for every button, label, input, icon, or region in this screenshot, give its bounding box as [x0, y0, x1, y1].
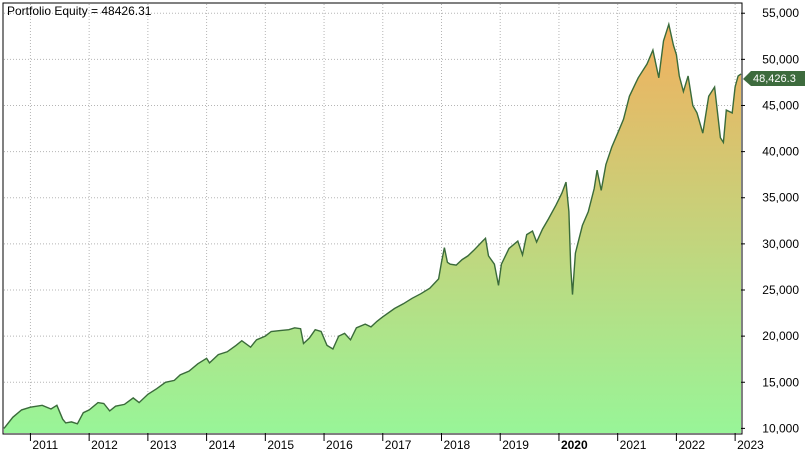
x-tick-label: 2020 [561, 438, 588, 452]
y-tick-label: 50,000 [762, 52, 799, 66]
y-tick-label: 40,000 [762, 145, 799, 159]
x-tick-label: 2018 [444, 438, 471, 452]
y-tick-label: 30,000 [762, 237, 799, 251]
equity-area [4, 24, 741, 434]
x-tick-label: 2013 [150, 438, 177, 452]
x-tick-label: 2014 [209, 438, 236, 452]
x-axis: 2011 2012 2013 2014 2015 2016 2017 2018 2019 2020… [29, 433, 764, 452]
y-tick-label: 45,000 [762, 98, 799, 112]
plot-frame [2, 2, 743, 435]
y-tick-label: 25,000 [762, 283, 799, 297]
y-tick-label: 15,000 [762, 375, 799, 389]
x-tick-label: 2023 [737, 438, 764, 452]
x-tick-label: 2017 [385, 438, 412, 452]
y-tick-label: 55,000 [762, 6, 799, 20]
last-value-badge-shape [743, 71, 805, 86]
y-axis: 10,000 15,000 20,000 25,000 30,000 35,000 40,0… [741, 6, 799, 435]
x-tick-label: 2011 [32, 438, 58, 452]
y-tick-label: 20,000 [762, 329, 799, 343]
last-value-label: 48,426.3 [753, 73, 796, 85]
last-value-badge: 48,426.3 [743, 71, 805, 86]
equity-line [3, 21, 742, 429]
chart-title: Portfolio Equity = 48426.31 [7, 4, 152, 18]
x-tick-label: 2021 [620, 438, 647, 452]
x-tick-label: 2012 [91, 438, 118, 452]
x-tick-label: 2016 [326, 438, 353, 452]
x-tick-label: 2019 [502, 438, 529, 452]
x-tick-label: 2015 [267, 438, 294, 452]
y-tick-label: 35,000 [762, 191, 799, 205]
x-tick-label: 2022 [678, 438, 705, 452]
y-tick-label: 10,000 [762, 421, 799, 435]
